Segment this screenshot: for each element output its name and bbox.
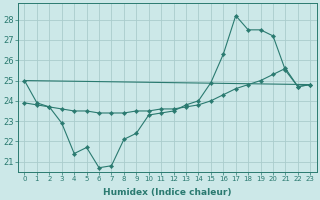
X-axis label: Humidex (Indice chaleur): Humidex (Indice chaleur) [103,188,232,197]
